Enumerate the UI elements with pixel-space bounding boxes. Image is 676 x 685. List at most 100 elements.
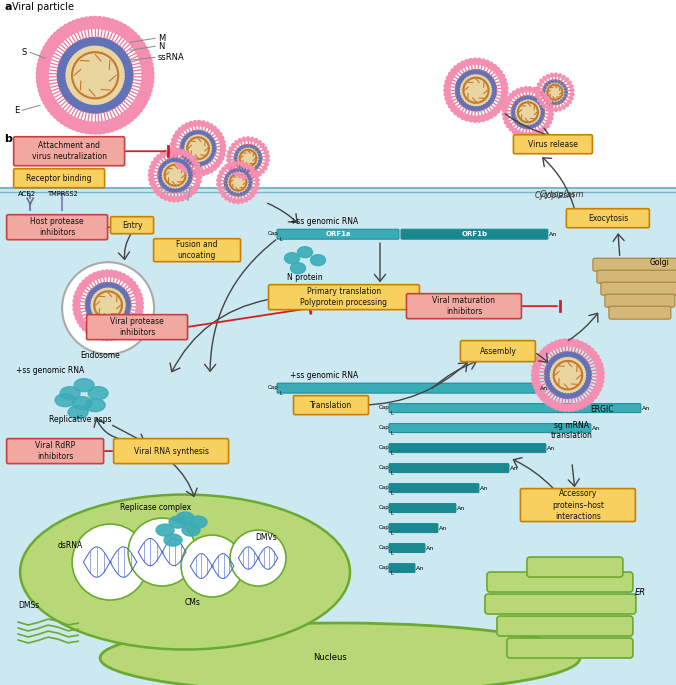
Ellipse shape (77, 287, 84, 292)
Text: Viral protease
inhibitors: Viral protease inhibitors (110, 317, 164, 337)
Ellipse shape (71, 21, 80, 32)
Ellipse shape (190, 156, 195, 161)
Text: E: E (14, 105, 19, 115)
Ellipse shape (498, 101, 504, 106)
Ellipse shape (245, 190, 248, 192)
Ellipse shape (45, 99, 56, 109)
Ellipse shape (548, 101, 550, 103)
Ellipse shape (154, 188, 159, 192)
Ellipse shape (184, 185, 187, 188)
Ellipse shape (87, 16, 95, 29)
Ellipse shape (511, 111, 514, 114)
Ellipse shape (446, 76, 453, 81)
Ellipse shape (48, 38, 59, 48)
Ellipse shape (575, 354, 579, 359)
Ellipse shape (133, 316, 140, 322)
Ellipse shape (256, 148, 258, 151)
Ellipse shape (502, 86, 508, 90)
Ellipse shape (112, 323, 116, 327)
Ellipse shape (137, 49, 149, 58)
Text: Cytoplasm: Cytoplasm (540, 190, 585, 199)
Ellipse shape (291, 262, 306, 274)
Ellipse shape (97, 105, 103, 113)
Ellipse shape (64, 24, 73, 36)
Ellipse shape (247, 175, 250, 177)
Ellipse shape (125, 297, 130, 301)
Ellipse shape (109, 323, 112, 327)
Ellipse shape (205, 169, 209, 174)
Ellipse shape (444, 84, 451, 88)
Text: Exocytosis: Exocytosis (587, 214, 628, 223)
Ellipse shape (113, 271, 118, 278)
Ellipse shape (173, 158, 178, 162)
Ellipse shape (220, 190, 224, 194)
FancyBboxPatch shape (609, 306, 671, 319)
Text: ACE2: ACE2 (18, 191, 37, 197)
Ellipse shape (190, 190, 195, 194)
Ellipse shape (212, 147, 216, 149)
Bar (0, 188, 676, 685)
Ellipse shape (184, 151, 188, 156)
Ellipse shape (109, 283, 112, 287)
Ellipse shape (229, 166, 233, 169)
Ellipse shape (546, 367, 550, 371)
Ellipse shape (115, 321, 119, 326)
Ellipse shape (196, 171, 201, 175)
Ellipse shape (539, 117, 543, 120)
Text: Virus release: Virus release (528, 140, 578, 149)
Ellipse shape (513, 105, 516, 107)
Ellipse shape (118, 51, 125, 58)
Circle shape (518, 103, 537, 122)
Ellipse shape (454, 66, 460, 72)
Ellipse shape (310, 255, 326, 266)
Ellipse shape (540, 102, 544, 105)
Text: Entry: Entry (122, 221, 143, 229)
Ellipse shape (561, 82, 563, 85)
Ellipse shape (547, 106, 550, 110)
Ellipse shape (250, 145, 252, 148)
Ellipse shape (89, 292, 93, 296)
Ellipse shape (224, 184, 227, 186)
Ellipse shape (216, 133, 222, 137)
Ellipse shape (247, 187, 250, 190)
Ellipse shape (260, 144, 264, 147)
Ellipse shape (212, 144, 216, 147)
Ellipse shape (464, 114, 469, 121)
Text: An: An (416, 566, 425, 571)
Ellipse shape (125, 69, 133, 75)
Ellipse shape (493, 108, 500, 113)
Ellipse shape (208, 124, 213, 129)
Ellipse shape (488, 77, 492, 80)
FancyBboxPatch shape (7, 214, 107, 240)
Circle shape (181, 535, 243, 597)
Ellipse shape (189, 177, 192, 179)
Ellipse shape (184, 162, 187, 165)
Ellipse shape (126, 325, 132, 332)
Text: Endosome: Endosome (80, 351, 120, 360)
Ellipse shape (84, 105, 90, 112)
Ellipse shape (566, 339, 571, 346)
Ellipse shape (106, 103, 112, 110)
Ellipse shape (96, 285, 100, 290)
Ellipse shape (81, 39, 87, 47)
Ellipse shape (235, 154, 237, 156)
Ellipse shape (156, 524, 174, 536)
Ellipse shape (185, 123, 189, 128)
Ellipse shape (189, 161, 193, 164)
Ellipse shape (484, 60, 489, 66)
FancyBboxPatch shape (7, 438, 103, 464)
Ellipse shape (75, 19, 84, 31)
Ellipse shape (546, 120, 552, 124)
Ellipse shape (64, 115, 73, 126)
Ellipse shape (197, 121, 201, 126)
Ellipse shape (185, 157, 187, 160)
Circle shape (72, 524, 148, 600)
Ellipse shape (554, 390, 558, 395)
Ellipse shape (208, 167, 213, 173)
Ellipse shape (172, 189, 174, 192)
Text: +ss genomic RNA: +ss genomic RNA (16, 366, 85, 375)
Ellipse shape (65, 51, 72, 58)
Ellipse shape (136, 45, 147, 55)
Ellipse shape (80, 284, 86, 289)
Ellipse shape (118, 115, 127, 126)
